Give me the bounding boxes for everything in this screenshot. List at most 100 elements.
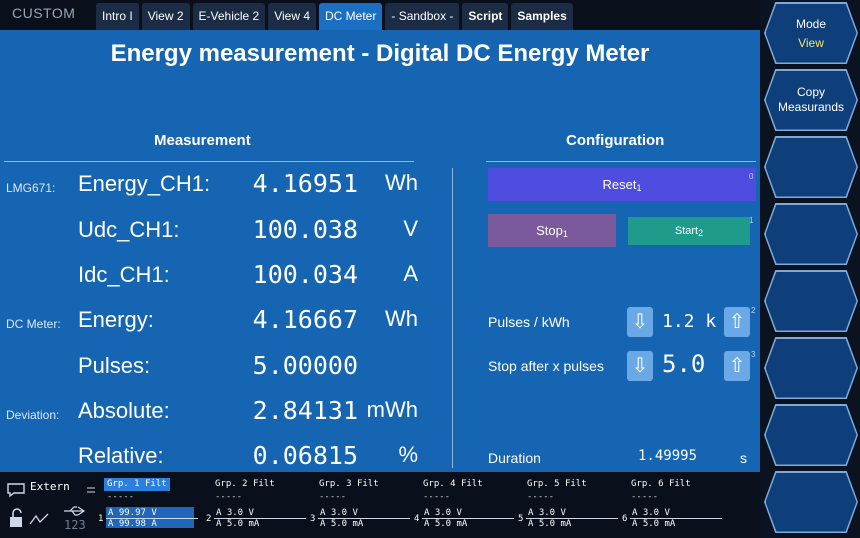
- group-number: 1: [98, 514, 104, 524]
- softkey-face: [765, 405, 857, 465]
- pulses-decrease-button[interactable]: ⇩: [627, 307, 653, 337]
- group-1[interactable]: Grp. 1 Filt ----- 1 A 99.97 V A 99.98 A: [98, 478, 204, 536]
- tab-bar: CUSTOM Intro I View 2 E-Vehicle 2 View 4…: [0, 0, 760, 30]
- stop-after-decrease-button[interactable]: ⇩: [627, 351, 653, 381]
- measurement-row-idc-ch1: Idc_CH1: 100.034 A: [0, 258, 440, 298]
- duration-value: 1.49995: [638, 448, 698, 464]
- main-panel: Energy measurement - Digital DC Energy M…: [0, 30, 760, 472]
- tab-e-vehicle-2[interactable]: E-Vehicle 2: [192, 3, 266, 30]
- configuration-heading: Configuration: [566, 132, 665, 149]
- measurement-row-relative: Relative: 0.06815 %: [0, 439, 440, 479]
- tab-samples[interactable]: Samples: [511, 3, 573, 30]
- group-name: Grp. 4: [423, 479, 456, 489]
- group-scale-line: [214, 518, 306, 519]
- group-current: A 99.98 A: [108, 519, 157, 529]
- stop-button-index: 1: [562, 229, 568, 239]
- lock-icon[interactable]: [8, 508, 24, 528]
- tab-intro[interactable]: Intro I: [96, 3, 139, 30]
- usb-channel-digits: 123: [64, 518, 86, 532]
- status-bar: Extern 123 Grp. 1 Filt ----- 1 A 99.97 V…: [0, 472, 760, 538]
- group-number: 3: [310, 514, 316, 524]
- quantity-unit: Wh: [385, 306, 418, 331]
- quantity-name: Idc_CH1:: [78, 262, 170, 287]
- group-voltage: A 3.0 V: [424, 508, 462, 518]
- group-current: A 5.0 mA: [528, 519, 572, 529]
- quantity-name: Relative:: [78, 443, 164, 468]
- group-voltage: A 99.97 V: [108, 508, 157, 518]
- group-voltage: A 3.0 V: [632, 508, 670, 518]
- measurement-heading: Measurement: [154, 132, 251, 149]
- column-divider: [452, 168, 453, 468]
- group-4[interactable]: Grp. 4 Filt ----- 4 A 3.0 V A 5.0 mA: [414, 478, 520, 536]
- quantity-unit: Wh: [385, 170, 418, 195]
- group-scale-line: [526, 518, 618, 519]
- measurement-row-udc-ch1: Udc_CH1: 100.038 V: [0, 213, 440, 253]
- softkey-6[interactable]: [764, 337, 858, 399]
- copy-label: Copy: [796, 85, 825, 99]
- probe-icon: [29, 513, 49, 525]
- configuration-divider: [486, 161, 756, 162]
- softkey-7[interactable]: [764, 404, 858, 466]
- quantity-value: 2.84131: [252, 396, 358, 425]
- group-filter: Filt: [356, 479, 379, 489]
- tab-script[interactable]: Script: [462, 3, 509, 30]
- group-selected-highlight: [106, 507, 194, 528]
- quantity-value: 5.00000: [252, 351, 358, 380]
- softkey-5[interactable]: [764, 270, 858, 332]
- group-filter: Filt: [460, 479, 483, 489]
- tab-view-2[interactable]: View 2: [141, 3, 190, 30]
- group-dashes: -----: [423, 492, 451, 502]
- stop-after-pulses-label: Stop after x pulses: [488, 358, 604, 374]
- quantity-unit: mWh: [366, 397, 418, 422]
- group-5[interactable]: Grp. 5 Filt ----- 5 A 3.0 V A 5.0 mA: [518, 478, 624, 536]
- start-button[interactable]: Start2: [628, 217, 750, 245]
- softkey-3[interactable]: [764, 136, 858, 198]
- brand-label: CUSTOM: [12, 5, 76, 21]
- group-current: A 5.0 mA: [424, 519, 468, 529]
- measurement-divider: [4, 161, 414, 162]
- reset-button-label: Reset: [602, 177, 637, 192]
- usb-icon: [64, 506, 86, 516]
- stop-after-increase-button[interactable]: ⇧: [724, 351, 750, 381]
- copy-measurands-softkey-face: Copy Measurands: [765, 70, 857, 130]
- measurement-row-dc-energy: DC Meter: Energy: 4.16667 Wh: [0, 303, 440, 343]
- mode-softkey[interactable]: Mode View: [764, 2, 858, 64]
- group-6[interactable]: Grp. 6 Filt ----- 6 A 3.0 V A 5.0 mA: [622, 478, 728, 536]
- stop-after-pulses-value[interactable]: 5.0: [662, 350, 706, 378]
- row-prefix: Deviation:: [6, 408, 60, 422]
- softkey-8[interactable]: [764, 471, 858, 533]
- group-dashes: -----: [631, 492, 659, 502]
- pulses-per-kwh-value[interactable]: 1.2 k: [662, 311, 717, 332]
- softkey-face: [765, 137, 857, 197]
- softkey-face: [765, 204, 857, 264]
- tab-sandbox[interactable]: - Sandbox -: [385, 3, 460, 30]
- group-2[interactable]: Grp. 2 Filt ----- 2 A 3.0 V A 5.0 mA: [206, 478, 312, 536]
- quantity-value: 4.16951: [252, 169, 358, 198]
- group-dashes: -----: [107, 492, 135, 502]
- mode-softkey-face: Mode View: [765, 3, 857, 63]
- group-number: 4: [414, 514, 420, 524]
- mode-label: Mode: [795, 16, 827, 31]
- tab-list: Intro I View 2 E-Vehicle 2 View 4 DC Met…: [96, 3, 573, 30]
- group-3[interactable]: Grp. 3 Filt ----- 3 A 3.0 V A 5.0 mA: [310, 478, 416, 536]
- quantity-value: 100.034: [252, 260, 358, 289]
- copy-measurands-softkey[interactable]: Copy Measurands: [764, 69, 858, 131]
- group-number: 5: [518, 514, 524, 524]
- stop-button[interactable]: Stop1: [488, 214, 616, 247]
- group-name: Grp. 1: [107, 479, 140, 489]
- softkey-4[interactable]: [764, 203, 858, 265]
- pulses-increase-button[interactable]: ⇧: [724, 307, 750, 337]
- measurement-row-energy-ch1: LMG671: Energy_CH1: 4.16951 Wh: [0, 167, 440, 207]
- group-scale-line: [422, 518, 514, 519]
- extern-label: Extern: [30, 480, 70, 493]
- reset-button[interactable]: Reset1: [488, 168, 756, 201]
- quantity-name: Pulses:: [78, 353, 151, 378]
- reset-button-index: 1: [636, 183, 642, 193]
- chat-icon[interactable]: [6, 482, 26, 498]
- tab-view-4[interactable]: View 4: [268, 3, 317, 30]
- group-header: Grp. 1 Filt: [104, 478, 170, 491]
- tab-dc-meter[interactable]: DC Meter: [319, 3, 383, 30]
- group-scale-line: [630, 518, 722, 519]
- group-filter: Filt: [144, 479, 167, 489]
- group-current: A 5.0 mA: [632, 519, 676, 529]
